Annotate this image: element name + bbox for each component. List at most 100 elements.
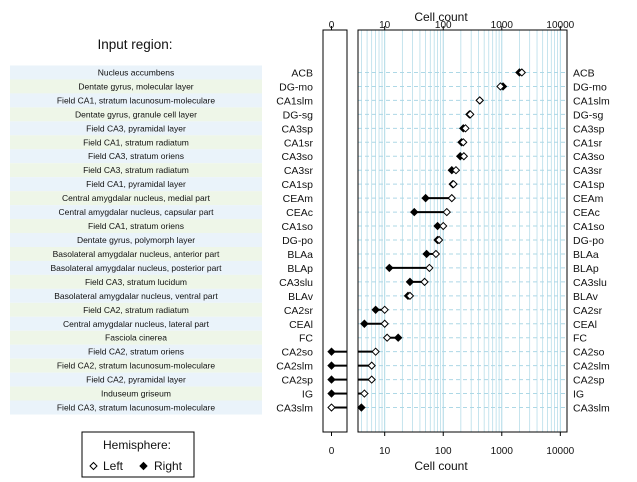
abbreviation-label-left: CA3sp [281,123,313,135]
row-band [10,358,262,373]
x-tick-label-bottom: 100 [435,446,452,457]
log-panel-background [358,30,567,432]
abbreviation-labels-right: ACB DG-mo CA1slm DG-sg CA3sp CA1sr CA3so CA3sr C… [573,67,610,414]
abbreviation-label-left: CA1so [281,221,313,233]
region-name-labels: Nucleus accumbens Dentate gyrus, molecula… [50,67,222,412]
left-hemisphere-point [431,249,441,259]
region-name: Basolateral amygdalar nucleus, anterior … [53,249,220,259]
abbreviation-label-left: DG-sg [283,109,313,121]
region-name: Field CA2, stratum lacunosum-moleculare [57,361,216,371]
abbreviation-label-left: CA3so [281,151,313,163]
abbreviation-labels-left: ACB DG-mo CA1slm DG-sg CA3sp CA1sr CA3so CA3sr C… [276,67,314,414]
abbreviation-label-right: CA1sp [573,179,605,191]
legend-box [81,431,195,478]
abbreviation-label-left: CA1sp [281,179,313,191]
abbreviation-label-left: CA3sr [284,165,314,177]
abbreviation-label-right: CEAm [573,193,604,205]
row-bands [10,65,262,415]
abbreviation-label-left: CA3slm [276,403,313,415]
abbreviation-label-left: DG-mo [279,81,313,93]
left-hemisphere-point [425,263,434,273]
abbreviation-label-left: CA2slm [276,361,313,373]
abbreviation-label-left: CEAc [286,207,313,219]
abbreviation-label-left: CA2so [281,347,313,359]
row-band [10,65,262,80]
left-hemisphere-point [461,124,470,133]
row-band [10,93,262,108]
right-hemisphere-point [327,375,336,384]
abbreviation-label-right: BLAv [573,291,599,303]
row-band [10,79,262,94]
x-tick-label-top: 10 [379,20,391,31]
abbreviation-label-right: CA1so [573,221,605,233]
abbreviation-label-left: CA1sr [284,137,314,149]
abbreviation-label-left: DG-po [282,235,313,247]
right-hemisphere-point [327,389,336,398]
right-hemisphere-point [385,263,394,273]
abbreviation-label-left: BLAa [287,249,313,261]
abbreviation-label-right: CA3sr [573,165,603,177]
abbreviation-label-left: ACB [291,67,313,79]
left-hemisphere-point [459,152,469,161]
right-hemisphere-point [371,305,380,315]
abbreviation-label-right: BLAa [573,249,599,261]
region-name: Dentate gyrus, molecular layer [78,81,193,91]
abbreviation-label-right: CA1sr [573,137,603,149]
region-name: Nucleus accumbens [98,67,175,77]
region-name: Induseum griseum [101,389,171,399]
legend-title: Hemisphere: [103,438,171,452]
abbreviation-label-right: DG-po [573,235,604,247]
row-band [10,163,262,178]
left-hemisphere-point [466,110,475,119]
left-hemisphere-point [405,291,415,301]
region-name: Field CA3, stratum oriens [88,151,184,161]
abbreviation-label-left: CA1slm [276,95,313,107]
left-hemisphere-point [439,221,448,231]
left-hemisphere-point [447,193,457,203]
legend-right-label: Right [154,459,183,473]
region-name: Basolateral amygdalar nucleus, ventral p… [54,291,218,301]
abbreviation-label-right: CEAl [573,319,597,331]
abbreviation-label-right: CA2sr [573,305,603,317]
abbreviation-label-left: CEAl [289,319,313,331]
right-hemisphere-point [327,347,336,356]
abbreviation-label-left: CEAm [283,193,314,205]
zero-tick-label: 0 [329,20,335,31]
abbreviation-label-right: CA2so [573,347,605,359]
abbreviation-label-right: CA3slm [573,403,610,415]
abbreviation-label-left: BLAv [288,291,314,303]
region-name: Field CA3, stratum radiatum [83,165,189,175]
row-band [10,274,262,289]
left-hemisphere-point [367,361,376,370]
row-band [10,246,262,261]
abbreviation-label-right: CA3slu [573,277,607,289]
right-hemisphere-point [422,249,431,259]
region-name: Central amygdalar nucleus, medial part [62,193,211,203]
abbreviation-label-right: CA3sp [573,123,605,135]
row-band [10,344,262,359]
x-tick-label-bottom: 10000 [546,446,574,457]
region-name: Fasciola cinerea [105,333,167,343]
abbreviation-label-left: CA2sp [281,375,313,387]
region-name: Field CA3, pyramidal layer [86,123,186,133]
x-tick-label-top: 10000 [546,20,574,31]
right-hemisphere-point [421,193,430,203]
abbreviation-label-right: CEAc [573,207,600,219]
region-name: Field CA2, stratum radiatum [83,305,189,315]
zero-strip-frame [322,29,348,433]
row-band [10,400,262,415]
left-hemisphere-point [360,389,369,398]
region-name: Field CA2, stratum oriens [88,347,184,357]
left-hemisphere-point [420,277,429,287]
right-hemisphere-point [405,277,415,287]
legend-left-label: Left [103,459,124,473]
left-hemisphere-point [459,138,468,147]
left-hemisphere-point [449,179,458,189]
region-name: Central amygdalar nucleus, capsular part [59,207,215,217]
left-hemisphere-point [382,333,392,342]
left-hemisphere-point [367,375,376,384]
abbreviation-label-right: BLAp [573,263,599,275]
row-band [10,177,262,192]
left-hemisphere-point [517,68,527,77]
